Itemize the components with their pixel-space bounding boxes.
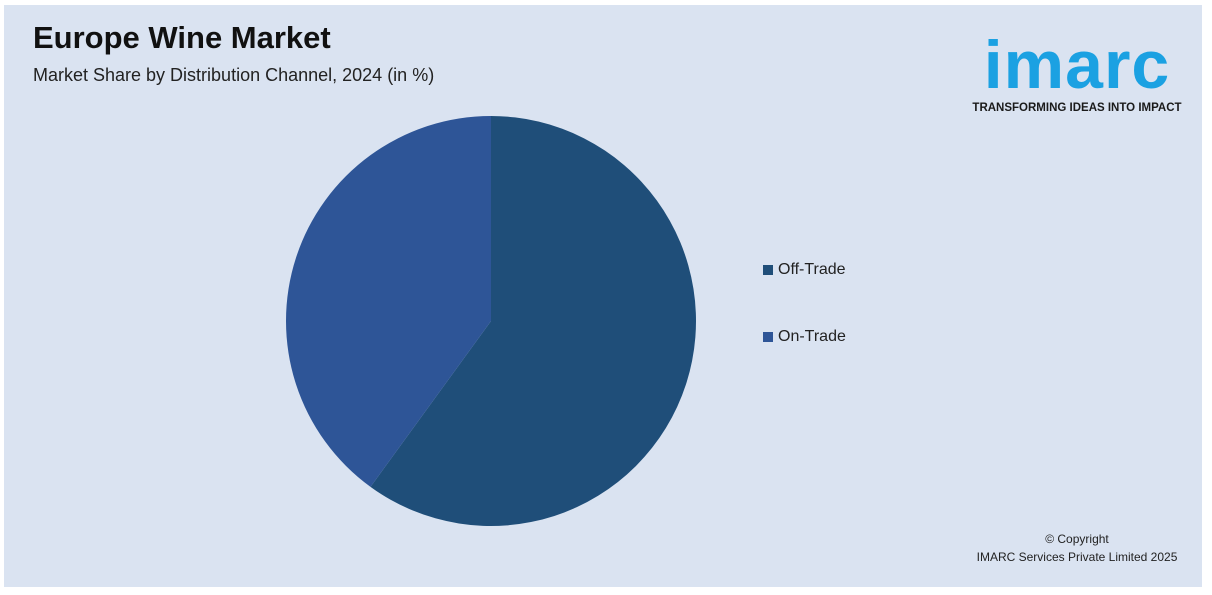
pie-slice [286, 116, 491, 487]
logo-tagline: TRANSFORMING IDEAS INTO IMPACT [972, 102, 1181, 114]
legend-swatch [763, 332, 773, 342]
legend: Off-Trade On-Trade [763, 261, 846, 345]
copyright: IMARC Services Private Limited 2025 [977, 550, 1178, 564]
legend-swatch [763, 265, 773, 275]
logo-name: imarc [984, 27, 1170, 103]
chart-title: Europe Wine Market [33, 20, 331, 55]
copyright: © Copyright [1045, 532, 1109, 546]
chart-subtitle: Market Share by Distribution Channel, 20… [33, 65, 434, 85]
pie-slice [370, 116, 697, 526]
legend-label: On-Trade [778, 328, 846, 345]
legend-label: Off-Trade [778, 261, 846, 278]
pie [286, 116, 697, 526]
